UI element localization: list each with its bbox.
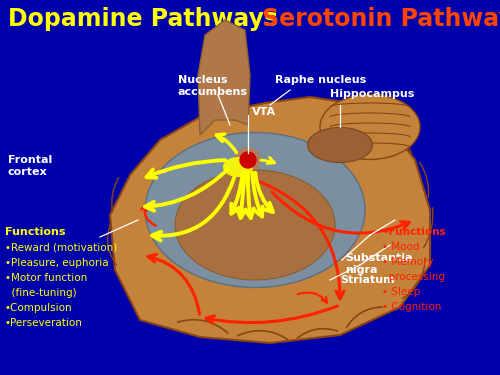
Text: VTA: VTA bbox=[252, 107, 276, 117]
Circle shape bbox=[236, 148, 260, 172]
FancyArrowPatch shape bbox=[258, 181, 344, 299]
Text: Dopamine Pathways: Dopamine Pathways bbox=[8, 7, 278, 31]
FancyArrowPatch shape bbox=[298, 292, 327, 303]
Text: Frontal
cortex: Frontal cortex bbox=[8, 155, 52, 177]
Text: •Functions: •Functions bbox=[382, 227, 446, 237]
FancyArrowPatch shape bbox=[146, 160, 225, 178]
FancyArrowPatch shape bbox=[252, 173, 262, 216]
FancyArrowPatch shape bbox=[206, 306, 338, 324]
FancyArrowPatch shape bbox=[152, 178, 234, 240]
Circle shape bbox=[240, 152, 256, 168]
Text: •Compulsion: •Compulsion bbox=[5, 303, 72, 313]
Text: (fine-tuning): (fine-tuning) bbox=[5, 288, 76, 298]
Text: • Cognition: • Cognition bbox=[382, 302, 442, 312]
FancyArrowPatch shape bbox=[238, 331, 288, 339]
FancyArrowPatch shape bbox=[245, 173, 254, 218]
Text: Striatum: Striatum bbox=[340, 275, 394, 285]
Ellipse shape bbox=[320, 94, 420, 159]
FancyArrowPatch shape bbox=[231, 173, 242, 214]
FancyArrowPatch shape bbox=[402, 258, 425, 298]
Text: •Perseveration: •Perseveration bbox=[5, 318, 83, 328]
FancyArrowPatch shape bbox=[297, 328, 338, 338]
Polygon shape bbox=[110, 97, 430, 343]
Text: Hippocampus: Hippocampus bbox=[330, 89, 414, 99]
FancyArrowPatch shape bbox=[420, 162, 428, 197]
Ellipse shape bbox=[308, 128, 372, 162]
Ellipse shape bbox=[223, 157, 253, 177]
Text: • Memory: • Memory bbox=[382, 257, 434, 267]
Ellipse shape bbox=[145, 132, 365, 288]
Text: Serotonin Pathways: Serotonin Pathways bbox=[262, 7, 500, 31]
Text: •Reward (motivation): •Reward (motivation) bbox=[5, 243, 117, 253]
FancyArrowPatch shape bbox=[216, 134, 236, 153]
FancyArrowPatch shape bbox=[178, 320, 228, 333]
Text: Functions: Functions bbox=[5, 227, 66, 237]
Text: Substantia
nigra: Substantia nigra bbox=[345, 253, 412, 274]
FancyArrowPatch shape bbox=[346, 307, 382, 328]
Text: •Pleasure, euphoria: •Pleasure, euphoria bbox=[5, 258, 108, 268]
Text: •Motor function: •Motor function bbox=[5, 273, 87, 283]
FancyArrowPatch shape bbox=[142, 205, 156, 226]
FancyArrowPatch shape bbox=[237, 173, 246, 218]
FancyArrowPatch shape bbox=[112, 177, 118, 212]
Polygon shape bbox=[198, 20, 250, 135]
FancyArrowPatch shape bbox=[256, 173, 273, 212]
FancyArrowPatch shape bbox=[272, 192, 409, 233]
Text: • Sleep: • Sleep bbox=[382, 287, 420, 297]
Text: Nucleus
accumbens: Nucleus accumbens bbox=[178, 75, 248, 97]
FancyArrowPatch shape bbox=[261, 157, 274, 164]
FancyArrowPatch shape bbox=[145, 169, 228, 211]
Text: processing: processing bbox=[382, 272, 445, 282]
Text: • Mood: • Mood bbox=[382, 242, 420, 252]
FancyArrowPatch shape bbox=[108, 223, 116, 265]
FancyArrowPatch shape bbox=[392, 124, 411, 154]
Ellipse shape bbox=[175, 170, 335, 280]
Text: Raphe nucleus: Raphe nucleus bbox=[275, 75, 366, 85]
FancyArrowPatch shape bbox=[424, 208, 433, 248]
FancyArrowPatch shape bbox=[148, 254, 200, 314]
